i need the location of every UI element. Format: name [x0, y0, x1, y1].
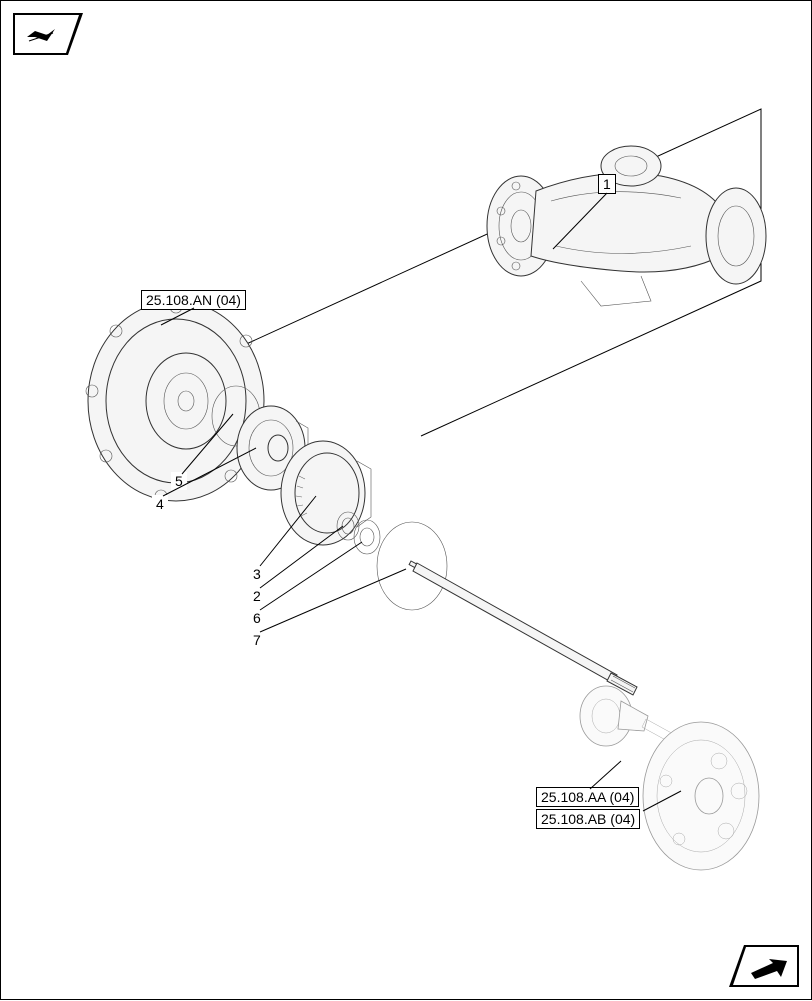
planetary-carrier [237, 406, 308, 490]
callout-ref-an: 25.108.AN (04) [141, 290, 246, 310]
callout-5: 5 [171, 472, 187, 490]
washer-6 [354, 520, 380, 554]
callout-3: 3 [249, 565, 265, 583]
callout-7: 7 [249, 631, 265, 649]
washer-small-2 [337, 512, 359, 540]
callout-1: 1 [598, 174, 616, 194]
arrow-icon [729, 945, 799, 987]
callout-ref-aa: 25.108.AA (04) [536, 787, 639, 807]
callout-4: 4 [152, 495, 168, 513]
book-icon [13, 13, 83, 55]
ring-gear [281, 441, 371, 545]
callout-ref-ab: 25.108.AB (04) [536, 809, 640, 829]
parts-diagram [1, 1, 812, 1001]
u-joint [580, 686, 708, 757]
snap-ring [212, 386, 260, 446]
wheel-hub [643, 722, 759, 870]
leader-lines [1, 1, 812, 1001]
o-ring-7 [377, 522, 447, 610]
callout-6: 6 [249, 609, 265, 627]
callout-2: 2 [249, 587, 265, 605]
axle-assembly [487, 146, 766, 306]
axle-shaft [409, 561, 637, 695]
